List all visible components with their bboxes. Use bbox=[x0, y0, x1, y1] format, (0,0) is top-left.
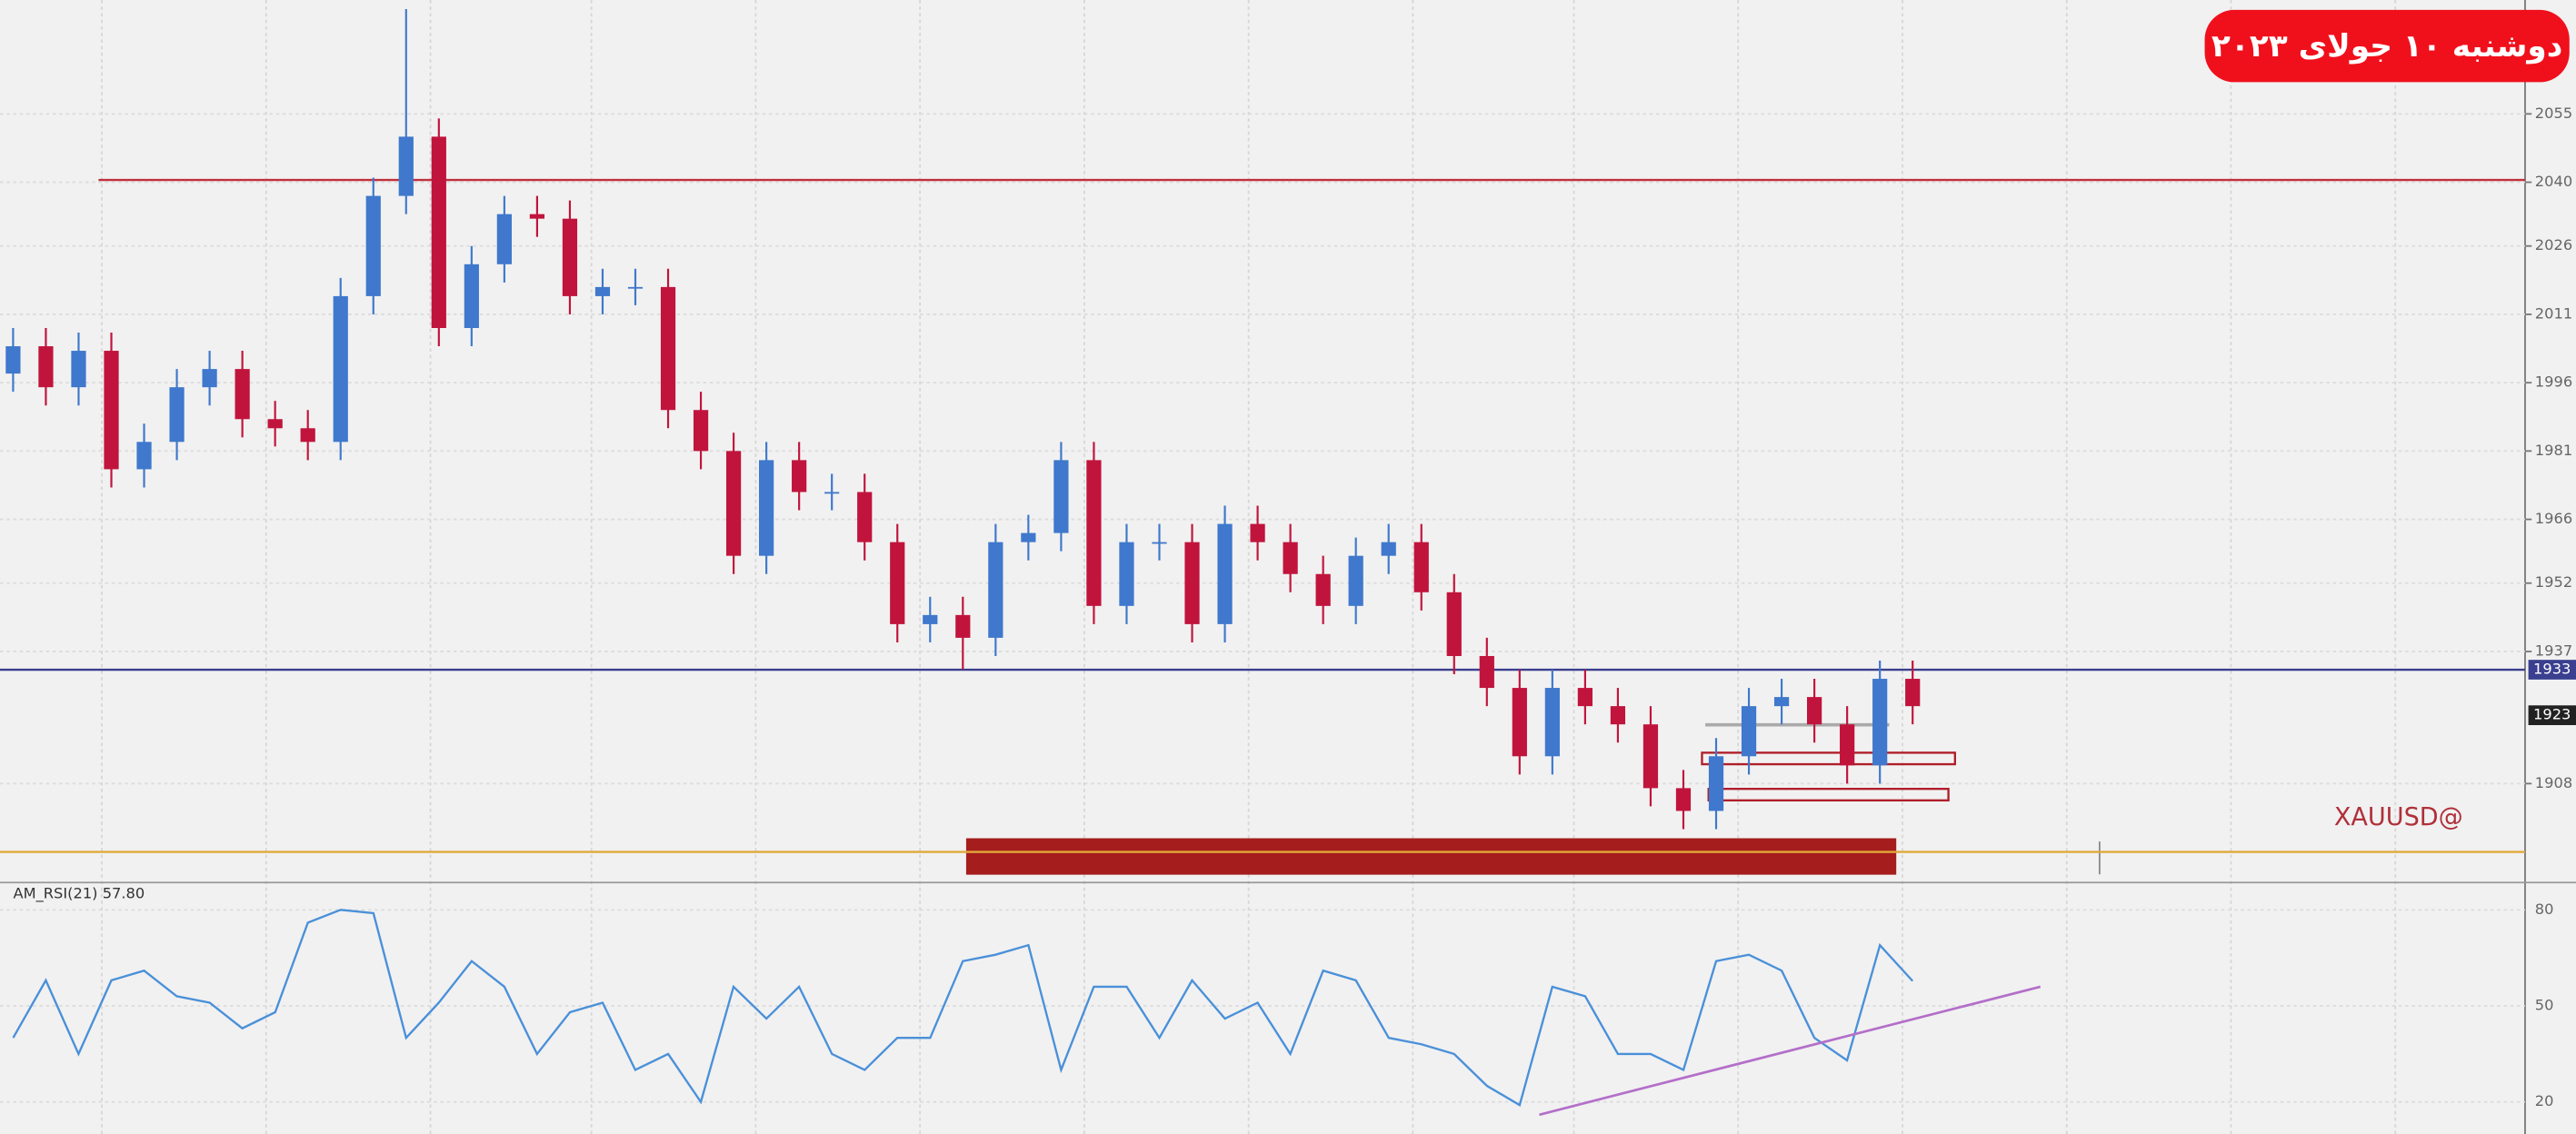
candle-body bbox=[136, 442, 152, 470]
candle-body bbox=[1152, 542, 1167, 544]
date-badge bbox=[2204, 9, 2570, 83]
candle-body bbox=[1250, 523, 1265, 542]
candle-body bbox=[1217, 523, 1233, 624]
candle-body bbox=[1479, 655, 1494, 689]
candle-body bbox=[890, 542, 905, 624]
y-tick-label: 80 bbox=[2535, 900, 2554, 918]
y-tick-label: 1996 bbox=[2535, 373, 2572, 391]
candle-body bbox=[1021, 532, 1036, 542]
candle-body bbox=[1381, 542, 1396, 556]
candle-body bbox=[1512, 688, 1527, 757]
y-tick-label: 2011 bbox=[2535, 304, 2572, 322]
y-tick-label: 1966 bbox=[2535, 510, 2572, 527]
y-tick-label: 50 bbox=[2535, 997, 2554, 1014]
candle-body bbox=[1872, 679, 1888, 766]
candle-body bbox=[431, 136, 446, 328]
candle-body bbox=[1348, 555, 1363, 606]
candle-body bbox=[857, 492, 873, 542]
y-tick-label: 2026 bbox=[2535, 236, 2572, 254]
candle-body bbox=[365, 195, 381, 296]
candle-body bbox=[104, 351, 119, 470]
candle-body bbox=[1413, 542, 1429, 592]
candle-body bbox=[792, 460, 807, 492]
y-tick-label: 20 bbox=[2535, 1092, 2554, 1109]
candle-body bbox=[1086, 460, 1102, 606]
y-tick-label: 2040 bbox=[2535, 173, 2572, 190]
candle-body bbox=[1840, 724, 1855, 766]
candle-body bbox=[464, 264, 479, 328]
candle-body bbox=[824, 492, 840, 494]
candle-body bbox=[5, 346, 21, 374]
indicator-title: AM_RSI(21) 57.80 bbox=[13, 884, 145, 902]
candle-body bbox=[1741, 706, 1757, 757]
zone bbox=[965, 838, 1897, 875]
candle-body bbox=[627, 286, 644, 289]
plot-area: 2055 2040 2026 2011 1996 1981 1966 1952 1937 1908… bbox=[0, 9, 2576, 1117]
range-boxes bbox=[1701, 722, 1956, 802]
candle-body bbox=[1773, 697, 1790, 707]
y-tick-label: 1908 bbox=[2535, 774, 2572, 791]
time-grid bbox=[101, 0, 2397, 1134]
candle-body bbox=[38, 346, 54, 388]
candle-body bbox=[988, 542, 1003, 638]
candle-body bbox=[562, 218, 578, 296]
candle-body bbox=[71, 351, 86, 388]
candle-body bbox=[1577, 688, 1593, 707]
candle-body bbox=[169, 387, 185, 443]
rsi-line bbox=[12, 909, 1914, 1107]
watermark: XAUUSD@ bbox=[2334, 803, 2463, 831]
candle-body bbox=[1905, 679, 1921, 707]
candle-body bbox=[267, 419, 283, 429]
y-tick-label: 2055 bbox=[2535, 104, 2572, 122]
price-marker-label: 1933 bbox=[2533, 661, 2571, 678]
candle-body bbox=[693, 410, 709, 452]
candle-body bbox=[1446, 592, 1462, 656]
y-tick-label: 1952 bbox=[2535, 573, 2572, 591]
candle-body bbox=[1806, 697, 1822, 725]
candle-body bbox=[1283, 542, 1298, 574]
candle-body bbox=[300, 428, 315, 443]
candle-body bbox=[660, 286, 676, 411]
candle-body bbox=[1544, 688, 1560, 757]
candle-body bbox=[759, 460, 774, 556]
y-tick-label: 1937 bbox=[2535, 642, 2572, 659]
price-marker bbox=[2528, 660, 2576, 680]
candle-body bbox=[1610, 706, 1626, 725]
candle-body bbox=[1315, 573, 1331, 606]
candle-body bbox=[594, 286, 611, 296]
candle-body bbox=[235, 369, 250, 420]
candle-body bbox=[955, 614, 971, 638]
candle-body bbox=[1642, 724, 1659, 789]
candle-body bbox=[202, 369, 217, 388]
candle-body bbox=[1675, 788, 1692, 811]
candle-body bbox=[529, 214, 545, 219]
candle-body bbox=[1053, 460, 1069, 533]
trendline bbox=[1539, 985, 2042, 1117]
candle-body bbox=[923, 614, 938, 624]
candle-body bbox=[496, 214, 512, 264]
date-badge-text: دوشنبه ۱۰ جولای ۲۰۲۳ bbox=[2212, 28, 2562, 65]
candle-body bbox=[398, 136, 414, 196]
price-marker bbox=[2528, 705, 2576, 726]
candle-body bbox=[1708, 756, 1724, 811]
candle-body bbox=[1119, 542, 1134, 606]
candle-body bbox=[333, 295, 348, 443]
price-marker-label: 1923 bbox=[2533, 706, 2571, 723]
candle-body bbox=[1184, 542, 1200, 624]
candle-body bbox=[725, 451, 742, 556]
y-tick-label: 1981 bbox=[2535, 442, 2572, 459]
